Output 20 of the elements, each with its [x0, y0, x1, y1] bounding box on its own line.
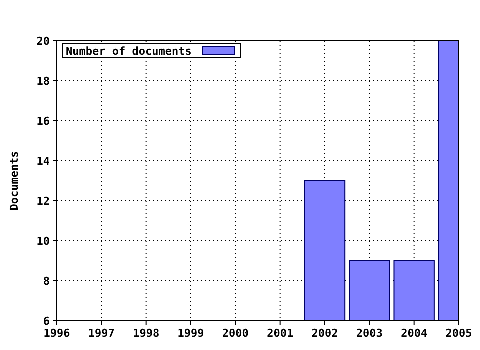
y-tick-label: 8	[43, 275, 50, 288]
x-tick-label: 1997	[88, 327, 115, 340]
x-tick-label: 2005	[446, 327, 472, 340]
y-tick-label: 12	[36, 195, 50, 208]
x-tick-label: 2000	[222, 327, 249, 340]
y-tick-label: 18	[36, 75, 50, 88]
legend-label: Number of documents	[66, 45, 192, 58]
x-tick-label: 1996	[44, 327, 71, 340]
x-tick-label: 2001	[267, 327, 294, 340]
y-tick-label: 20	[36, 35, 50, 48]
y-tick-label: 16	[36, 115, 50, 128]
y-tick-label: 14	[36, 155, 50, 168]
x-tick-label: 2003	[356, 327, 383, 340]
x-tick-label: 2004	[401, 327, 428, 340]
x-tick-label: 1999	[178, 327, 204, 340]
y-tick-label: 6	[43, 315, 50, 328]
x-tick-label: 2002	[312, 327, 338, 340]
y-axis-title: Documents	[8, 151, 21, 211]
x-tick-label: 1998	[133, 327, 160, 340]
y-tick-label: 10	[36, 235, 50, 248]
